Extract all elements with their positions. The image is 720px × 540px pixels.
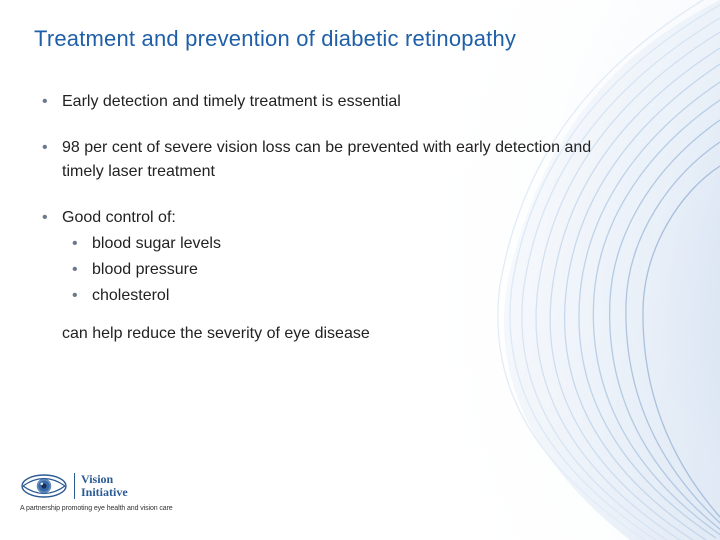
logo-divider — [74, 473, 75, 499]
bullet-item: Good control of: blood sugar levels bloo… — [40, 206, 600, 346]
logo-line2: Initiative — [81, 486, 128, 499]
sub-bullet-item: blood sugar levels — [68, 232, 600, 256]
sub-bullet-text: cholesterol — [92, 287, 169, 304]
sub-bullet-item: blood pressure — [68, 258, 600, 282]
sub-bullet-text: blood pressure — [92, 261, 198, 278]
logo-area: Vision Initiative A partnership promotin… — [20, 473, 173, 512]
slide-title: Treatment and prevention of diabetic ret… — [34, 26, 516, 52]
logo-text: Vision Initiative — [81, 473, 128, 498]
slide: Treatment and prevention of diabetic ret… — [0, 0, 720, 540]
slide-content: Early detection and timely treatment is … — [40, 90, 600, 368]
logo-tagline: A partnership promoting eye health and v… — [20, 505, 173, 512]
bullet-item: Early detection and timely treatment is … — [40, 90, 600, 114]
bullet-trailing-text: can help reduce the severity of eye dise… — [62, 322, 600, 346]
bullet-text: Good control of: — [62, 209, 176, 226]
sub-bullet-text: blood sugar levels — [92, 235, 221, 252]
bullet-item: 98 per cent of severe vision loss can be… — [40, 136, 600, 184]
bullet-text: 98 per cent of severe vision loss can be… — [62, 139, 591, 180]
eye-icon — [20, 473, 68, 499]
sub-bullet-item: cholesterol — [68, 284, 600, 308]
logo: Vision Initiative — [20, 473, 173, 499]
bullet-text: Early detection and timely treatment is … — [62, 93, 401, 110]
